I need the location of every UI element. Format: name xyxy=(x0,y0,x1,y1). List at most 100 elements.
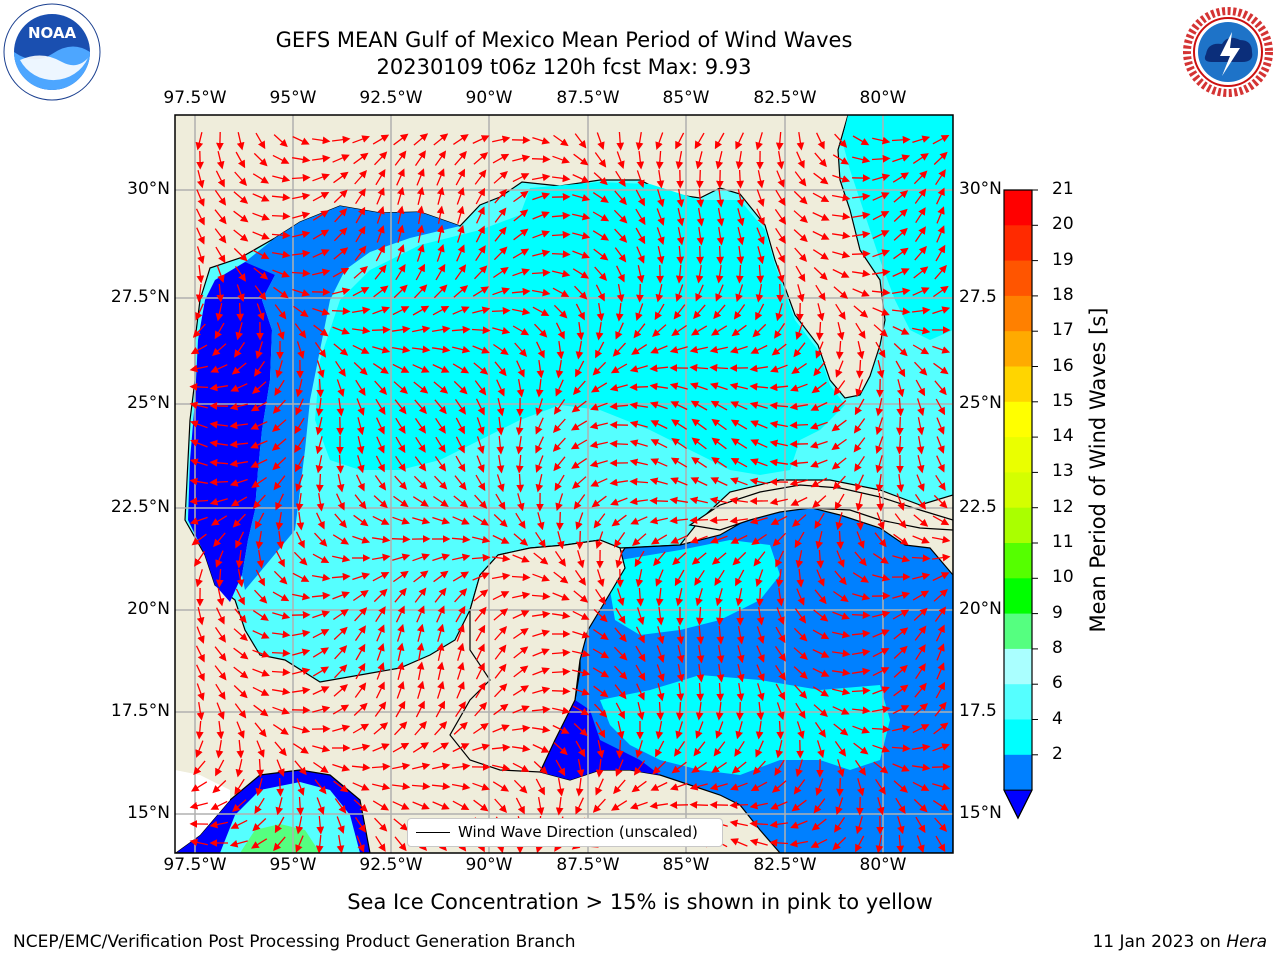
wave-direction-arrow xyxy=(815,341,824,359)
wave-direction-arrow xyxy=(655,587,664,607)
wave-direction-arrow xyxy=(494,361,507,377)
wave-direction-arrow xyxy=(332,287,351,296)
lat-label-left: 25°N xyxy=(127,393,170,413)
wave-direction-arrow xyxy=(475,187,486,205)
wave-direction-arrow xyxy=(589,440,608,449)
wave-direction-arrow xyxy=(895,416,904,436)
wave-direction-arrow xyxy=(553,456,566,472)
colorbar-segment xyxy=(1004,543,1032,579)
wave-direction-arrow xyxy=(614,190,627,206)
wave-direction-arrow xyxy=(335,360,346,377)
wave-direction-arrow xyxy=(515,512,526,530)
wave-direction-arrow xyxy=(914,188,927,204)
wave-direction-arrow xyxy=(271,193,291,202)
wave-direction-arrow xyxy=(710,400,728,411)
wave-direction-arrow xyxy=(871,154,891,163)
wave-direction-arrow xyxy=(311,591,331,600)
colorbar-tick-label: 9 xyxy=(1052,602,1063,623)
wave-direction-arrow xyxy=(589,460,608,468)
wave-direction-arrow xyxy=(210,515,228,526)
wave-direction-arrow xyxy=(275,511,284,531)
wave-direction-arrow xyxy=(532,211,550,220)
wave-direction-arrow xyxy=(356,417,365,436)
footer-host: Hera xyxy=(1226,932,1267,952)
wave-direction-arrow xyxy=(210,364,228,373)
wave-direction-arrow xyxy=(515,417,524,436)
wave-direction-arrow xyxy=(856,511,865,531)
wave-direction-arrow xyxy=(452,553,471,562)
wave-direction-arrow xyxy=(454,150,467,166)
wave-direction-arrow xyxy=(517,493,525,512)
wave-direction-arrow xyxy=(831,419,847,432)
wave-direction-arrow xyxy=(434,150,447,166)
wave-direction-arrow xyxy=(892,154,911,163)
wave-direction-arrow xyxy=(315,436,324,455)
colorbar-segment xyxy=(1004,684,1032,720)
wave-direction-arrow xyxy=(334,513,347,529)
wave-direction-arrow xyxy=(209,420,228,429)
wave-direction-arrow xyxy=(271,250,291,259)
wave-direction-arrow xyxy=(716,226,725,246)
wave-direction-arrow xyxy=(374,151,388,166)
wave-direction-arrow xyxy=(412,345,431,354)
wave-direction-arrow xyxy=(636,246,645,264)
wave-direction-arrow xyxy=(872,307,890,316)
wave-direction-arrow xyxy=(476,455,485,473)
wave-direction-arrow xyxy=(312,210,329,221)
wave-direction-arrow xyxy=(689,345,708,354)
wave-direction-arrow xyxy=(893,227,908,241)
wave-direction-arrow xyxy=(492,554,511,563)
wave-direction-arrow xyxy=(272,419,287,433)
wave-direction-arrow xyxy=(216,283,225,303)
wave-direction-arrow xyxy=(855,359,864,379)
colorbar-tick-label: 16 xyxy=(1052,355,1074,376)
wave-direction-arrow xyxy=(454,475,467,491)
wave-direction-arrow xyxy=(632,533,647,547)
wave-direction-arrow xyxy=(235,588,245,606)
wave-direction-arrow xyxy=(436,168,445,186)
wave-direction-arrow xyxy=(749,517,768,525)
wave-direction-arrow xyxy=(893,533,909,546)
wave-direction-arrow xyxy=(535,379,544,398)
wave-direction-arrow xyxy=(214,322,225,340)
wave-direction-arrow xyxy=(871,288,891,297)
wave-direction-arrow xyxy=(412,305,430,316)
wave-direction-arrow xyxy=(252,381,267,395)
wave-direction-arrow xyxy=(875,455,883,474)
wave-direction-arrow xyxy=(615,550,623,569)
wave-direction-arrow xyxy=(532,573,550,582)
wave-direction-arrow xyxy=(394,587,407,603)
wave-direction-arrow xyxy=(631,344,648,355)
wave-direction-arrow xyxy=(531,268,551,277)
wave-direction-arrow xyxy=(649,382,668,391)
wave-direction-arrow xyxy=(794,531,805,549)
wave-direction-arrow xyxy=(452,516,470,525)
wave-direction-arrow xyxy=(691,418,707,431)
wave-direction-arrow xyxy=(575,340,584,360)
wave-direction-arrow xyxy=(229,421,248,430)
wave-direction-arrow xyxy=(392,325,411,334)
wave-direction-arrow xyxy=(234,342,246,358)
wave-direction-arrow xyxy=(512,268,530,277)
wave-direction-arrow xyxy=(676,245,685,265)
wave-direction-arrow xyxy=(553,304,568,319)
lon-label-bottom: 82.5°W xyxy=(753,855,817,875)
wave-direction-arrow xyxy=(332,154,350,163)
wave-direction-arrow xyxy=(551,230,571,239)
wave-direction-arrow xyxy=(852,230,871,239)
wave-direction-arrow xyxy=(913,266,929,279)
wave-direction-arrow xyxy=(434,587,447,603)
wave-direction-arrow xyxy=(709,363,729,372)
wave-direction-arrow xyxy=(796,568,805,588)
wave-direction-arrow xyxy=(912,287,930,296)
wave-direction-arrow xyxy=(671,419,688,430)
wave-direction-arrow xyxy=(396,224,405,243)
wave-direction-arrow xyxy=(675,264,684,284)
wave-direction-arrow xyxy=(190,344,208,355)
wave-direction-arrow xyxy=(610,497,628,506)
wave-direction-arrow xyxy=(635,283,644,303)
wave-direction-arrow xyxy=(775,569,784,588)
wave-direction-arrow xyxy=(534,323,548,338)
wave-direction-arrow xyxy=(456,187,465,205)
wave-direction-arrow xyxy=(195,284,204,303)
